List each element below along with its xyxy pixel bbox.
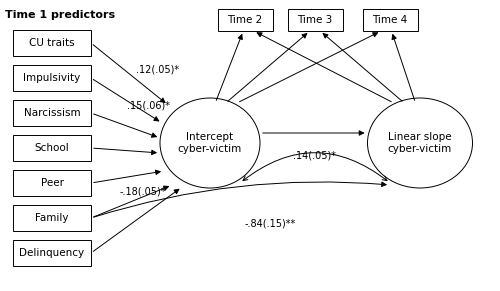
FancyBboxPatch shape: [13, 135, 91, 161]
FancyBboxPatch shape: [218, 9, 272, 31]
Text: Peer: Peer: [40, 178, 64, 188]
FancyBboxPatch shape: [13, 65, 91, 91]
Text: School: School: [34, 143, 70, 153]
Text: Linear slope
cyber-victim: Linear slope cyber-victim: [388, 132, 452, 154]
Text: Family: Family: [35, 213, 69, 223]
Text: .15(.06)*: .15(.06)*: [126, 101, 170, 111]
Text: Time 1 predictors: Time 1 predictors: [5, 10, 115, 20]
Text: .14(.05)*: .14(.05)*: [294, 151, 337, 161]
FancyBboxPatch shape: [13, 240, 91, 266]
Text: Time 3: Time 3: [298, 15, 332, 25]
FancyBboxPatch shape: [288, 9, 343, 31]
Text: Time 2: Time 2: [228, 15, 262, 25]
Text: Intercept
cyber-victim: Intercept cyber-victim: [178, 132, 242, 154]
FancyBboxPatch shape: [13, 30, 91, 56]
Text: CU traits: CU traits: [29, 38, 75, 48]
Text: Delinquency: Delinquency: [20, 248, 84, 258]
FancyBboxPatch shape: [13, 170, 91, 196]
Ellipse shape: [160, 98, 260, 188]
Text: Narcissism: Narcissism: [24, 108, 80, 118]
Text: -.84(.15)**: -.84(.15)**: [244, 218, 296, 228]
Text: -.18(.05)*: -.18(.05)*: [120, 186, 166, 196]
FancyBboxPatch shape: [13, 100, 91, 126]
Text: .12(.05)*: .12(.05)*: [136, 64, 180, 74]
Text: Impulsivity: Impulsivity: [24, 73, 80, 83]
FancyBboxPatch shape: [362, 9, 418, 31]
Ellipse shape: [368, 98, 472, 188]
Text: Time 4: Time 4: [372, 15, 408, 25]
FancyBboxPatch shape: [13, 205, 91, 231]
